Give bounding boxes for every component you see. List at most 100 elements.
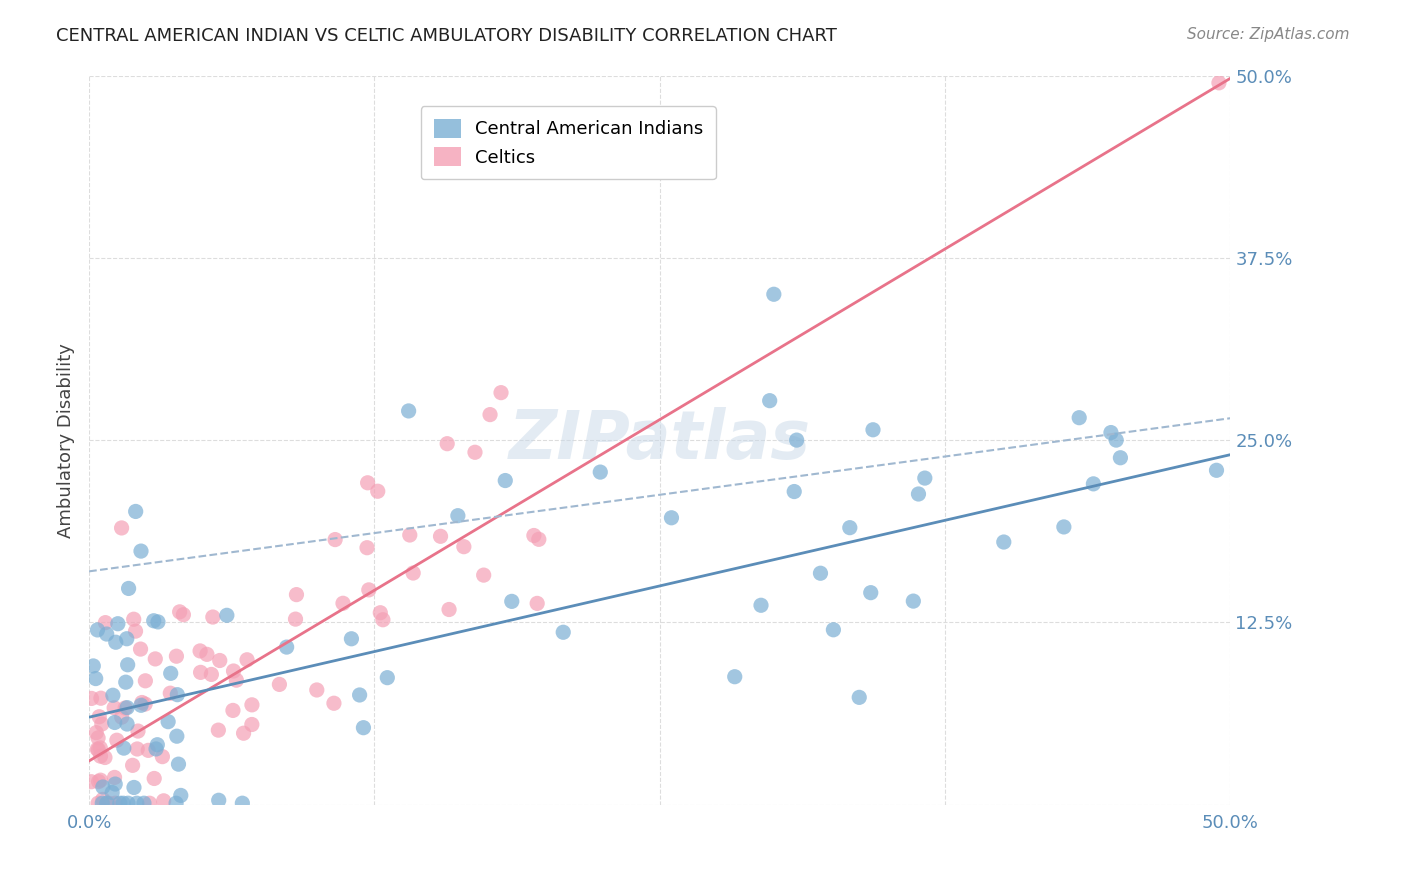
Point [90, 717, 112, 731]
Point [89, 773, 111, 788]
Point [305, 683, 328, 698]
Point [848, 690, 870, 705]
Point [122, 780, 145, 795]
Point [90, 691, 112, 706]
Point [429, 529, 451, 543]
Point [526, 596, 548, 610]
Point [200, 667, 222, 681]
Point [111, 710, 134, 724]
Point [87, 774, 110, 789]
Point [398, 404, 420, 418]
Point [127, 742, 149, 756]
Point [138, 796, 160, 810]
Point [159, 666, 181, 681]
Point [208, 793, 231, 807]
Point [89, 749, 111, 764]
Point [1105, 433, 1128, 447]
Point [472, 568, 495, 582]
Point [1053, 520, 1076, 534]
Point [170, 789, 193, 803]
Point [104, 635, 127, 649]
Text: CENTRAL AMERICAN INDIAN VS CELTIC AMBULATORY DISABILITY CORRELATION CHART: CENTRAL AMERICAN INDIAN VS CELTIC AMBULA… [56, 27, 837, 45]
Point [215, 608, 238, 623]
Point [134, 673, 156, 688]
Point [349, 688, 371, 702]
Point [356, 541, 378, 555]
Point [783, 484, 806, 499]
Point [368, 606, 391, 620]
Point [188, 644, 211, 658]
Point [810, 566, 832, 581]
Point [762, 287, 785, 301]
Point [104, 796, 127, 810]
Point [447, 508, 470, 523]
Point [87, 742, 110, 756]
Point [285, 588, 308, 602]
Point [97, 796, 120, 810]
Point [96, 627, 118, 641]
Point [129, 544, 152, 558]
Point [146, 738, 169, 752]
Point [125, 796, 148, 810]
Point [129, 698, 152, 713]
Point [165, 649, 187, 664]
Point [104, 715, 127, 730]
Point [166, 729, 188, 743]
Point [129, 642, 152, 657]
Point [114, 675, 136, 690]
Point [115, 700, 138, 714]
Point [91, 796, 114, 810]
Point [117, 657, 139, 672]
Point [108, 796, 131, 810]
Point [166, 688, 188, 702]
Point [323, 696, 346, 710]
Point [914, 471, 936, 485]
Point [117, 796, 139, 810]
Point [862, 423, 884, 437]
Point [352, 721, 374, 735]
Point [1099, 425, 1122, 440]
Point [494, 474, 516, 488]
Point [121, 758, 143, 772]
Point [157, 714, 180, 729]
Point [86, 742, 108, 756]
Point [103, 771, 125, 785]
Point [1083, 476, 1105, 491]
Point [284, 612, 307, 626]
Point [527, 533, 550, 547]
Point [398, 528, 420, 542]
Point [489, 385, 512, 400]
Point [724, 670, 747, 684]
Point [89, 740, 111, 755]
Point [367, 484, 389, 499]
Point [1069, 410, 1091, 425]
Y-axis label: Ambulatory Disability: Ambulatory Disability [58, 343, 75, 538]
Text: R = 0.751   N = 85: R = 0.751 N = 85 [454, 147, 624, 166]
Point [172, 607, 194, 622]
Point [553, 625, 575, 640]
Point [80, 774, 103, 789]
Point [107, 616, 129, 631]
Point [340, 632, 363, 646]
Point [143, 772, 166, 786]
Point [143, 652, 166, 666]
Point [142, 614, 165, 628]
Point [112, 796, 135, 810]
Point [96, 796, 118, 810]
Point [167, 757, 190, 772]
Point [993, 535, 1015, 549]
Point [208, 653, 231, 667]
Point [276, 640, 298, 654]
Point [169, 605, 191, 619]
Point [165, 796, 187, 810]
Point [115, 717, 138, 731]
Point [152, 794, 174, 808]
Point [903, 594, 925, 608]
Point [437, 602, 460, 616]
Point [94, 750, 117, 764]
Point [101, 688, 124, 702]
Point [236, 653, 259, 667]
Point [105, 733, 128, 747]
Point [661, 510, 683, 524]
Point [323, 533, 346, 547]
